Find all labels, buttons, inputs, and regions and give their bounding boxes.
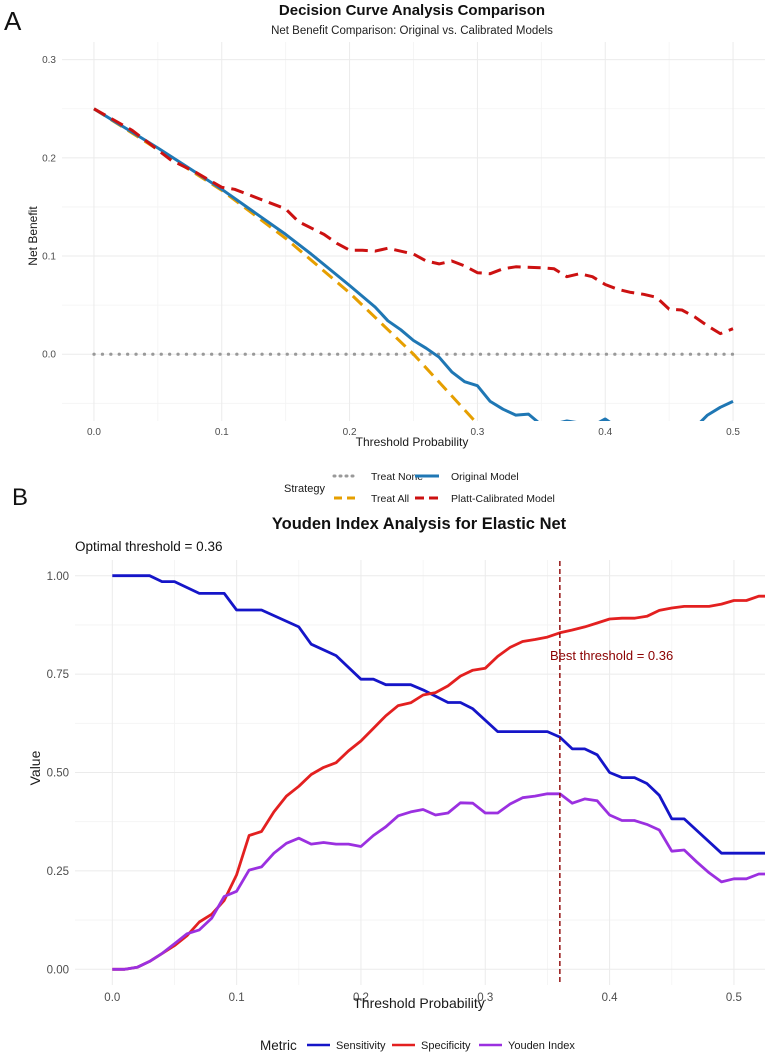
legend-label-original-model: Original Model: [451, 471, 519, 483]
best-threshold-label: Best threshold = 0.36: [550, 648, 673, 663]
x-tick-label: 0.3: [477, 992, 493, 1004]
series-line-youden-index: [112, 792, 765, 971]
chart-a-gridlines: [62, 42, 765, 421]
legend-label-specificity: Specificity: [421, 1040, 471, 1052]
y-tick-label: 0.2: [42, 153, 56, 164]
y-tick-label: 1.00: [47, 571, 69, 583]
legend-label-platt-model: Platt-Calibrated Model: [451, 493, 555, 505]
x-tick-label: 0.2: [353, 992, 369, 1004]
panel-label-b: B: [12, 484, 28, 511]
chart-b-series: [112, 574, 765, 971]
chart-a-x-tick-labels: 0.0 0.1 0.2 0.3 0.4 0.5: [87, 427, 740, 438]
x-tick-label: 0.2: [343, 427, 357, 438]
series-line-sensitivity: [112, 574, 765, 855]
chart-b-legend-title: Metric: [260, 1038, 297, 1053]
y-tick-label: 0.75: [47, 669, 69, 681]
x-tick-label: 0.4: [598, 427, 612, 438]
chart-a-title: Decision Curve Analysis Comparison: [279, 2, 545, 19]
y-tick-label: 0.0: [42, 350, 56, 361]
chart-b-optimal-threshold-annotation: Optimal threshold = 0.36: [75, 539, 222, 554]
x-tick-label: 0.5: [726, 427, 740, 438]
chart-a-legend-title: Strategy: [284, 483, 325, 495]
x-tick-label: 0.3: [470, 427, 484, 438]
y-tick-label: 0.50: [47, 768, 69, 780]
chart-b-x-tick-labels: 0.0 0.1 0.2 0.3 0.4 0.5: [104, 992, 742, 1004]
chart-b-x-axis-title: Threshold Probability: [353, 995, 485, 1011]
y-tick-label: 0.25: [47, 866, 69, 878]
panel-label-a: A: [4, 6, 22, 36]
x-tick-label: 0.1: [215, 427, 229, 438]
legend-label-sensitivity: Sensitivity: [336, 1040, 386, 1052]
chart-b-y-axis-title: Value: [27, 750, 43, 785]
series-line-original-model: [93, 107, 734, 421]
x-tick-label: 0.4: [602, 992, 619, 1004]
x-tick-label: 0.5: [726, 992, 742, 1004]
chart-b-legend: Metric Sensitivity Specificity Youden In…: [260, 1038, 575, 1053]
chart-b-gridlines: [75, 560, 765, 985]
y-tick-label: 0.1: [42, 252, 56, 263]
chart-a-legend: Strategy Treat None Treat All Original M…: [284, 471, 555, 505]
chart-b-title: Youden Index Analysis for Elastic Net: [272, 515, 567, 533]
y-tick-label: 0.00: [47, 964, 69, 976]
x-tick-label: 0.0: [104, 992, 120, 1004]
chart-a-y-tick-labels: 0.0 0.1 0.2 0.3: [42, 55, 56, 361]
panel-a: A Decision Curve Analysis Comparison Net…: [4, 2, 765, 505]
x-tick-label: 0.0: [87, 427, 101, 438]
chart-a-subtitle: Net Benefit Comparison: Original vs. Cal…: [271, 25, 553, 37]
x-tick-label: 0.1: [229, 992, 245, 1004]
legend-label-treat-all: Treat All: [371, 493, 409, 505]
legend-label-treat-none: Treat None: [371, 471, 423, 483]
chart-b-y-tick-labels: 0.00 0.25 0.50 0.75 1.00: [47, 571, 69, 977]
y-tick-label: 0.3: [42, 55, 56, 66]
chart-a-x-axis-title: Threshold Probability: [356, 435, 469, 449]
series-line-platt-calibrated-model: [93, 107, 734, 336]
chart-a-series: [92, 107, 735, 421]
panel-b: B Youden Index Analysis for Elastic Net …: [12, 484, 765, 1053]
series-line-specificity: [112, 594, 765, 971]
chart-a-y-axis-title: Net Benefit: [26, 206, 40, 266]
legend-label-youden-index: Youden Index: [508, 1040, 575, 1052]
